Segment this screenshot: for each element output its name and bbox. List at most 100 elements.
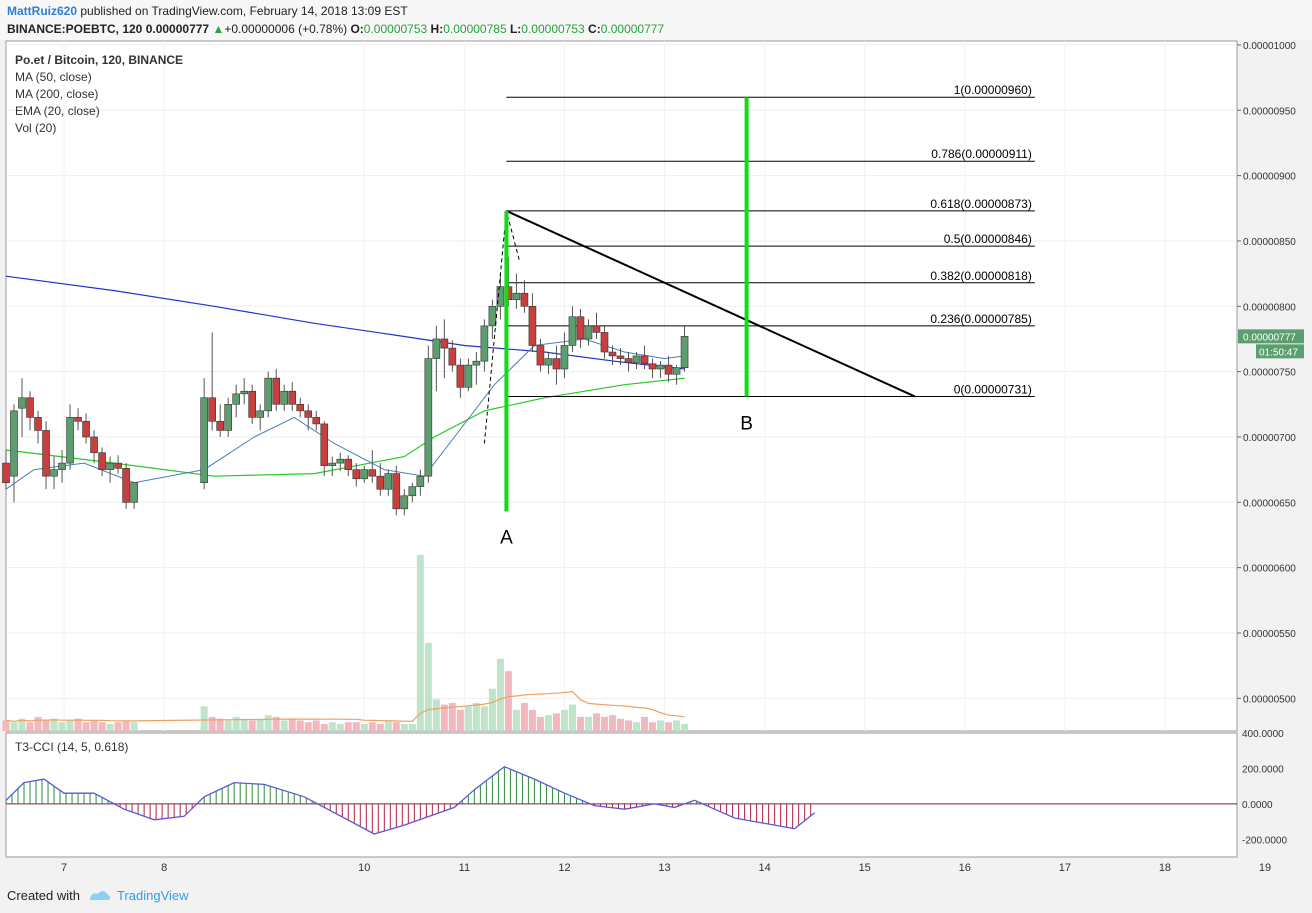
price-tick-label: 0.00000850 [1243, 237, 1296, 248]
candle-body [106, 462, 114, 470]
volume-bar [304, 722, 312, 731]
tradingview-brand[interactable]: TradingView [117, 888, 189, 903]
last-price-tag [1238, 329, 1304, 344]
candle-body [264, 377, 273, 412]
legend-item: EMA (20, close) [15, 104, 100, 118]
ma200-line [5, 275, 685, 370]
drawings: AB [483, 97, 916, 548]
candle-body [50, 469, 58, 477]
legend: Po.et / Bitcoin, 120, BINANCE MA (50, clo… [15, 53, 183, 754]
main-pane[interactable] [5, 40, 1238, 732]
price-chart[interactable]: 1(0.00000960) 0.786(0.00000911) 0.618(0.00… [0, 0, 1312, 880]
volume-bar [608, 715, 616, 731]
time-tick-label: 13 [658, 862, 670, 874]
time-tick-label: 18 [1159, 862, 1171, 874]
volume-bar [681, 723, 689, 731]
publish-line: MattRuiz620 published on TradingView.com… [7, 4, 408, 18]
volume-bar [384, 720, 392, 731]
ohlc-line: BINANCE:POEBTC, 120 0.00000777 ▲+0.00000… [7, 22, 664, 36]
candle-body [432, 338, 441, 359]
candle-body [216, 420, 224, 431]
price-tick-label: 0.00000900 [1243, 172, 1296, 183]
volume-bar [98, 722, 106, 731]
cci-indicator [5, 765, 1237, 835]
volume-bar [130, 722, 138, 731]
symbol-label: BINANCE:POEBTC, 120 [7, 22, 146, 36]
footer: Created with TradingView [0, 880, 1312, 913]
volume-bar [248, 720, 256, 731]
candle-body [480, 325, 489, 362]
price-tick-label: 0.00000600 [1243, 564, 1296, 575]
candle-body [240, 390, 248, 395]
candle-body [648, 363, 657, 370]
marker-label-b: B [740, 413, 753, 434]
countdown-label: 01:50:47 [1259, 347, 1298, 358]
volume-bar [440, 704, 448, 731]
cci-tick-label: 400.0000 [1242, 729, 1284, 740]
volume-bar [328, 722, 336, 731]
candle-body [344, 458, 353, 470]
volume-bar [560, 709, 568, 731]
candle-body [384, 473, 393, 490]
cci-pane[interactable] [5, 732, 1238, 858]
countdown-tag [1256, 344, 1304, 359]
time-tick-label: 19 [1259, 862, 1271, 874]
candle-body [640, 355, 649, 365]
cci-legend: T3-CCI (14, 5, 0.618) [15, 740, 128, 754]
author-link[interactable]: MattRuiz620 [7, 4, 78, 18]
candle-body [448, 347, 457, 366]
candle-body [496, 286, 505, 307]
candle-body [312, 417, 321, 425]
volume-bar [673, 720, 681, 731]
volume-ma-line [5, 690, 685, 723]
volume-bar [50, 718, 58, 731]
volume-bar [10, 722, 18, 731]
volume-bar [360, 723, 368, 731]
descending-trendline [505, 209, 916, 398]
fib-label: 0.236(0.00000785) [930, 312, 1031, 326]
candle-body [488, 305, 497, 327]
candle-body [568, 316, 577, 346]
candle-body [74, 417, 82, 422]
candle-body [130, 482, 138, 503]
volume-bar [633, 722, 641, 731]
volume-bar [408, 723, 416, 731]
marker-label-a: A [500, 527, 513, 548]
legend-item: Po.et / Bitcoin, 120, BINANCE [15, 53, 183, 67]
close-label: C: [588, 22, 601, 36]
candle-body [2, 462, 10, 484]
candle-body [18, 397, 26, 409]
volume-bar [106, 723, 114, 731]
volume-bar [416, 555, 424, 731]
candle-body [472, 360, 481, 366]
candle-body [624, 358, 633, 363]
created-with-label: Created with [7, 888, 80, 903]
volume-bar [122, 720, 130, 731]
candle-body [600, 332, 609, 353]
candle-body [208, 397, 216, 422]
volume-bar [600, 716, 608, 731]
volume-bar [42, 720, 50, 731]
volume-bar [552, 713, 560, 731]
close-value: 0.00000777 [600, 22, 665, 36]
volume-bar [344, 722, 352, 731]
volume-bar [74, 718, 82, 731]
fib-levels: 1(0.00000960) 0.786(0.00000911) 0.618(0.00… [506, 83, 1035, 397]
candle-body [288, 390, 297, 405]
candle-body [256, 410, 265, 418]
volume-bar [376, 723, 384, 731]
price-tick-label: 0.00000950 [1243, 106, 1296, 117]
volume-bar [616, 718, 624, 731]
candle-body [114, 462, 122, 469]
ema20-line [5, 338, 685, 490]
volume-bar [657, 720, 665, 731]
candle-body [368, 469, 377, 477]
candle-body [616, 355, 625, 359]
cci-tick-label: -200.0000 [1242, 835, 1287, 846]
volume-bar [264, 715, 272, 731]
candle-body [352, 469, 361, 480]
tradingview-logo-icon [90, 891, 111, 900]
price-tick-label: 0.00000650 [1243, 498, 1296, 509]
candle-body [400, 495, 409, 510]
grid [6, 41, 1266, 731]
